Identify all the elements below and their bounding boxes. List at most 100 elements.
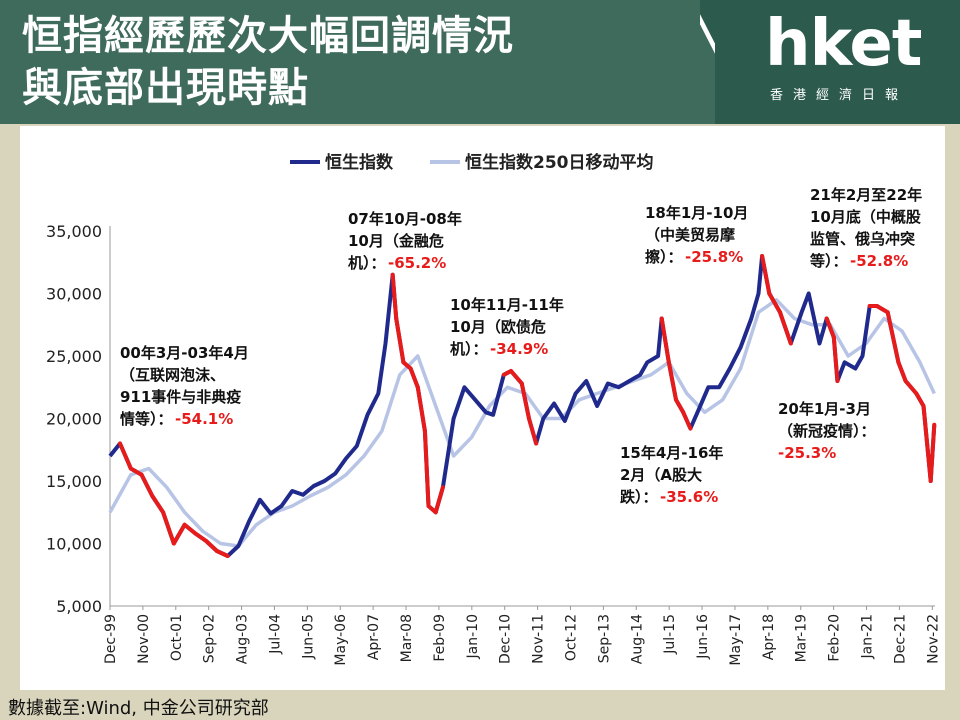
annotation-text: 18年1月-10月 (645, 204, 748, 222)
chart-panel: 5,000 10,000 15,000 20,000 25,000 30,000 35,00… (20, 126, 945, 690)
x-tick-label: Jun-16 (695, 614, 711, 660)
hsi-drawdown-segment (139, 472, 155, 498)
page-title: 恒指經歷歷次大幅回調情況 與底部出現時點 (22, 10, 702, 114)
annotation-text: 10月（欧债危 (450, 318, 546, 336)
x-tick-label: Feb-20 (827, 614, 843, 662)
annotation-text: 10月（金融危 (348, 232, 444, 250)
footer (0, 692, 960, 720)
hsi-drawdown-segment (214, 549, 230, 558)
annotation-text: 跌）： (620, 488, 658, 506)
hsi-drawdown-segment (824, 316, 836, 340)
x-tick-label: Nov-22 (925, 614, 941, 664)
x-tick-label: Nov-00 (136, 614, 152, 664)
annotation-value: -35.6% (660, 488, 718, 506)
hsi-drawdown-segment (526, 416, 539, 446)
annotation-text: 机）： (348, 254, 386, 272)
source-note: 數據截至:Wind, 中金公司研究部 (8, 698, 269, 719)
x-tick-label: Sep-13 (596, 614, 612, 663)
hsi-drawdown-segment (519, 381, 531, 421)
y-tick-label: 25,000 (46, 347, 102, 366)
x-tick-label: Dec-21 (892, 614, 908, 664)
annotation-text: （新冠疫情）： (778, 422, 876, 440)
hsi-drawdown-segment (509, 369, 524, 386)
hket-logo-subtitle: 香港經濟日報 (770, 88, 909, 103)
x-tick-label: Feb-09 (432, 614, 448, 662)
hsi-drawdown-segment (390, 272, 399, 321)
annotation-value: -52.8% (850, 252, 908, 270)
x-tick-label: Jul-15 (662, 614, 678, 655)
hsi-drawdown-segment (182, 522, 198, 536)
x-tick-label: Jan-10 (465, 614, 481, 659)
hsi-drawdown-segment (914, 391, 926, 408)
hsi-drawdown-segment (674, 397, 686, 415)
hsi-drawdown-segment (150, 494, 166, 515)
hsi-drawdown-segment (171, 522, 187, 546)
hsi-series-line (108, 254, 937, 558)
hsi-drawdown-segment (767, 291, 783, 315)
x-tick-label: Mar-08 (399, 614, 415, 662)
annotation-text: 00年3月-03年4月 (120, 344, 249, 362)
hket-logo: hket (765, 7, 922, 81)
title-line-2: 與底部出現時點 (22, 65, 309, 111)
legend-label-ma250: 恒生指数250日移动平均 (465, 152, 654, 173)
hsi-drawdown-segment (161, 510, 176, 546)
x-tick-label: May-17 (728, 614, 744, 666)
annotation-text: 07年10月-08年 (348, 210, 462, 228)
hsi-drawdown-segment (778, 310, 793, 346)
x-tick-label: Aug-03 (235, 614, 251, 664)
annotation-value: -25.8% (685, 248, 743, 266)
y-tick-label: 20,000 (46, 410, 102, 429)
y-tick-label: 5,000 (56, 597, 102, 616)
x-tick-label: Oct-01 (169, 614, 185, 661)
y-tick-label: 35,000 (46, 222, 102, 241)
x-tick-label: Nov-11 (531, 614, 547, 664)
x-tick-label: Sep-02 (202, 614, 218, 663)
annotation-text: 10月底（中概股 (810, 208, 922, 226)
annotation-text: （中美贸易摩 (645, 226, 736, 244)
x-tick-label: Mar-19 (794, 614, 810, 662)
annotation-text: 20年1月-3月 (778, 400, 871, 418)
annotation-text: 擦）： (645, 248, 683, 266)
annotation-value: -65.2% (388, 254, 446, 272)
x-tick-label: Oct-12 (563, 614, 579, 661)
hsi-drawdown-segment (204, 539, 219, 553)
y-tick-label: 30,000 (46, 285, 102, 304)
annotation-text: 监管、俄乌冲突 (810, 230, 915, 248)
hsi-drawdown-segment (874, 304, 890, 315)
hsi-drawdown-segment (415, 385, 427, 433)
annotation-text: 911事件与非典疫 (120, 388, 241, 406)
x-tick-label: Apr-07 (366, 614, 382, 660)
annotation-text: 等）： (810, 252, 848, 270)
x-tick-label: Aug-14 (629, 614, 645, 664)
annotation-value: -25.3% (778, 444, 836, 462)
annotation-value: -34.9% (490, 340, 548, 358)
hsi-drawdown-segment (408, 366, 420, 390)
annotation-text: （互联网泡沫、 (120, 366, 225, 384)
hsi-drawdown-segment (193, 531, 209, 543)
x-tick-label: Dec-10 (498, 614, 514, 664)
hsi-drawdown-segment (896, 360, 908, 383)
annotation-text: 21年2月至22年 (810, 186, 922, 204)
y-tick-label: 15,000 (46, 472, 102, 491)
hsi-drawdown-segment (394, 316, 406, 365)
hsi-drawdown-segment (903, 379, 919, 396)
hsi-drawdown-segment (681, 410, 693, 431)
x-tick-label: Apr-18 (761, 614, 777, 660)
hsi-drawdown-segment (433, 485, 445, 515)
hsi-drawdown-segment (760, 254, 772, 296)
hsi-drawdown-segment (422, 429, 431, 508)
logo-panel (715, 0, 960, 124)
annotation-text: 机）： (450, 340, 488, 358)
hsi-drawdown-chart: 5,000 10,000 15,000 20,000 25,000 30,000 35,00… (46, 152, 941, 666)
legend-label-hsi: 恒生指数 (325, 152, 394, 173)
x-tick-label: Jan-21 (860, 614, 876, 659)
hsi-drawdown-segment (659, 316, 671, 365)
annotation-text: 10年11月-11年 (450, 296, 564, 314)
title-line-1: 恒指經歷歷次大幅回調情況 (22, 13, 514, 59)
annotation-text: 2月（A股大 (620, 466, 702, 484)
hsi-drawdown-segment (831, 335, 840, 383)
y-tick-label: 10,000 (46, 535, 102, 554)
x-tick-label: May-06 (333, 614, 349, 666)
x-tick-label: Jul-04 (267, 614, 283, 655)
x-tick-label: Jun-05 (300, 614, 316, 660)
